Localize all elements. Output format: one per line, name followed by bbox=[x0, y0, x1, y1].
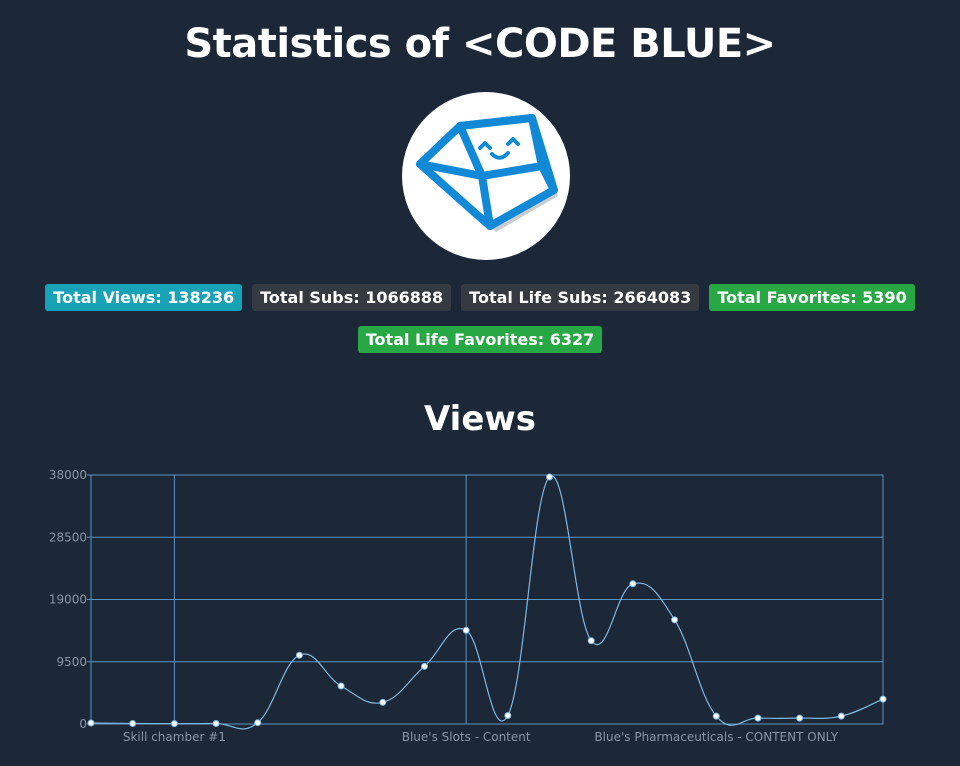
x-tick-label: Skill chamber #1 bbox=[123, 730, 226, 744]
data-point bbox=[212, 719, 220, 727]
data-point bbox=[796, 714, 804, 722]
page-title: Statistics of <CODE BLUE> bbox=[184, 21, 776, 67]
data-point bbox=[295, 651, 303, 659]
data-point bbox=[379, 698, 387, 706]
data-point bbox=[712, 712, 720, 720]
y-tick-label: 9500 bbox=[56, 655, 87, 669]
x-tick-label: Blue's Slots - Content bbox=[402, 730, 531, 744]
data-point bbox=[629, 580, 637, 588]
stats-badges-row-1: Total Views: 138236 Total Subs: 1066888 … bbox=[0, 284, 960, 311]
y-tick-label: 38000 bbox=[49, 468, 87, 482]
data-point bbox=[587, 637, 595, 645]
total-subs-badge: Total Subs: 1066888 bbox=[252, 284, 452, 311]
y-tick-label: 0 bbox=[79, 717, 87, 731]
total-favorites-badge: Total Favorites: 5390 bbox=[709, 284, 915, 311]
data-point bbox=[879, 695, 887, 703]
y-tick-label: 28500 bbox=[49, 530, 87, 544]
data-point bbox=[837, 712, 845, 720]
data-point bbox=[129, 719, 137, 727]
data-point bbox=[546, 473, 554, 481]
data-point bbox=[254, 719, 262, 727]
data-point bbox=[337, 682, 345, 690]
data-point bbox=[87, 719, 95, 727]
views-chart: 0 9500 19000 28500 38000 Skill chamber #1 Blue… bbox=[0, 460, 960, 760]
total-life-subs-badge: Total Life Subs: 2664083 bbox=[461, 284, 700, 311]
data-point bbox=[170, 720, 178, 728]
y-tick-label: 19000 bbox=[49, 593, 87, 607]
data-point bbox=[671, 616, 679, 624]
data-point bbox=[754, 714, 762, 722]
views-chart-svg: 0 9500 19000 28500 38000 Skill chamber #1 Blue… bbox=[49, 468, 887, 744]
stats-badges-row-2: Total Life Favorites: 6327 bbox=[0, 326, 960, 353]
data-point bbox=[462, 626, 470, 634]
total-life-favorites-badge: Total Life Favorites: 6327 bbox=[357, 326, 603, 353]
keycap-smiley-icon bbox=[416, 114, 558, 232]
x-tick-label: Blue's Pharmaceuticals - CONTENT ONLY bbox=[594, 730, 838, 744]
data-point bbox=[504, 711, 512, 719]
data-point bbox=[420, 662, 428, 670]
avatar bbox=[402, 92, 570, 260]
total-views-badge: Total Views: 138236 bbox=[45, 284, 243, 311]
series-line bbox=[90, 475, 884, 730]
chart-title: Views bbox=[423, 399, 537, 439]
